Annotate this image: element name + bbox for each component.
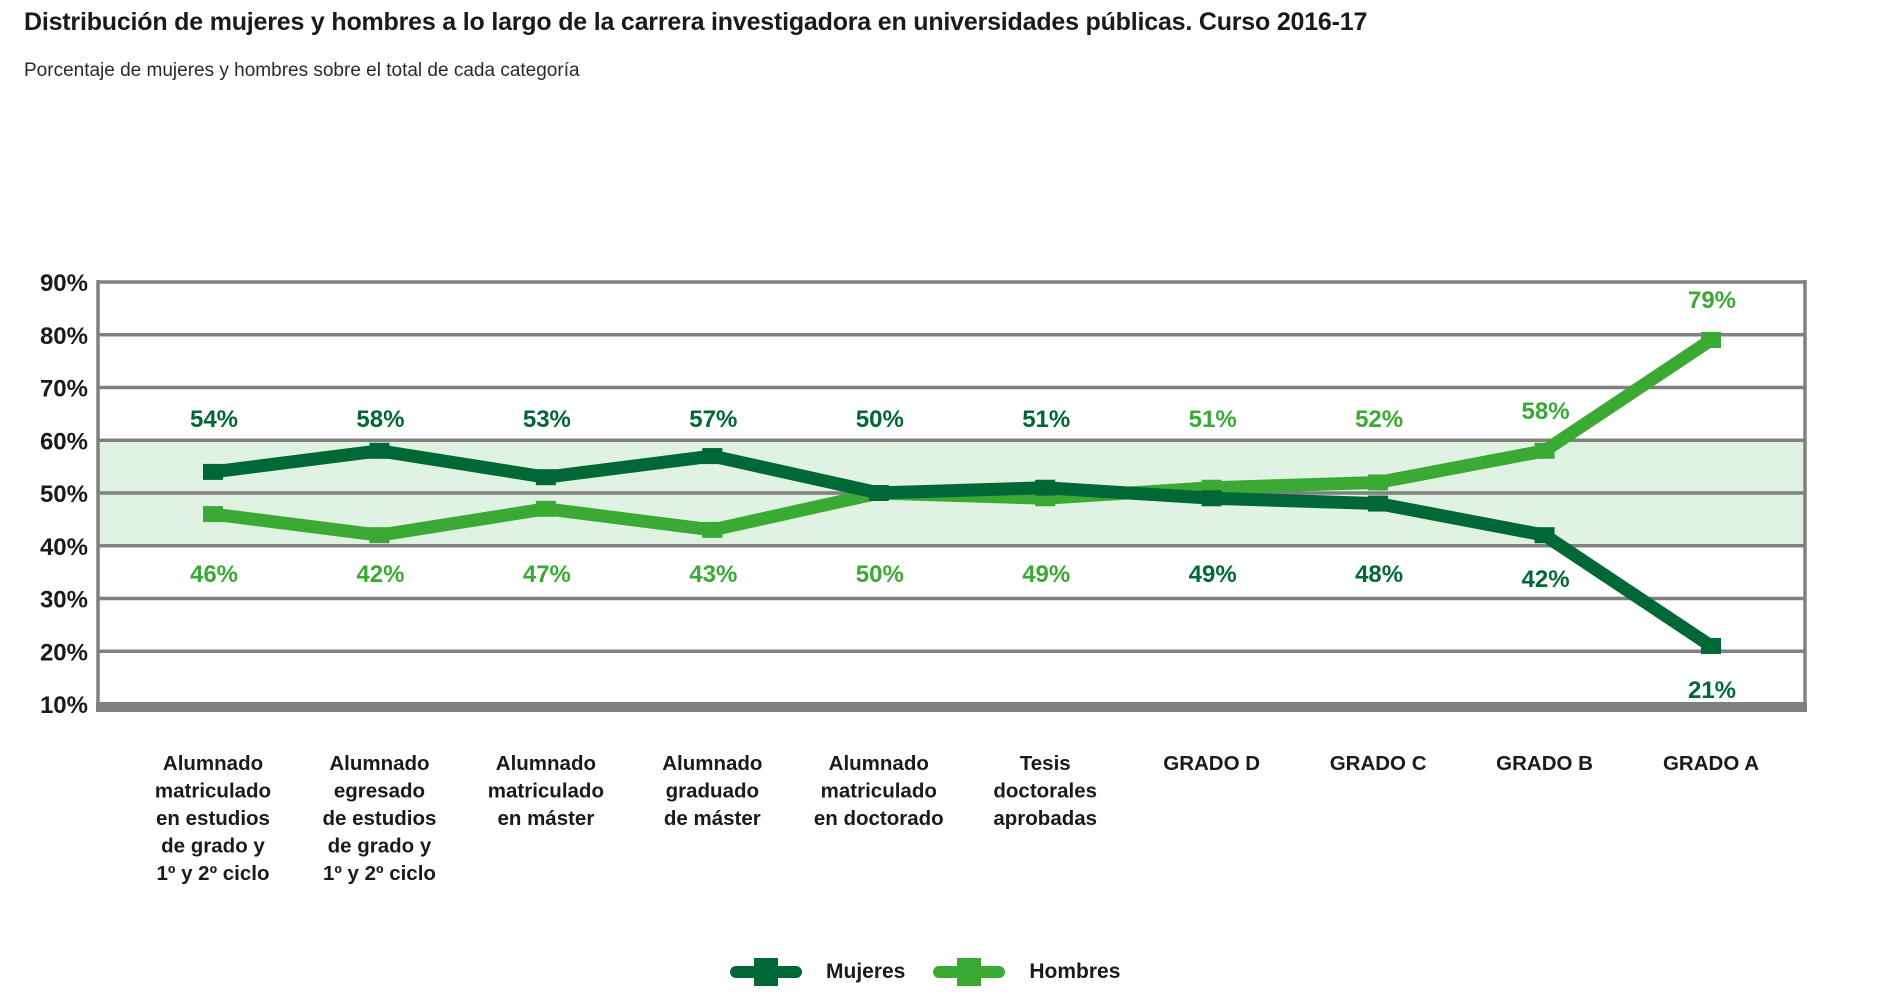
x-tick-label-line: Alumnado [829,752,929,775]
y-tick-label: 70% [40,376,88,403]
data-label-mujeres: 42% [1522,566,1570,593]
data-point-mujeres [702,448,723,465]
data-label-hombres: 49% [1022,561,1070,588]
x-tick-label: Alumnado matriculado en estudios de grado y… [155,752,271,885]
x-tick-label-line: graduado [666,780,759,803]
series-line-mujeres [212,444,1715,652]
data-label-mujeres: 51% [1022,406,1070,433]
data-label-hombres: 42% [356,561,404,588]
y-tick-label: 90% [40,270,88,297]
data-label-hombres: 51% [1189,406,1237,433]
legend-item-mujeres[interactable]: Mujeres [730,958,905,986]
y-tick-label: 50% [40,481,88,508]
data-label-hombres: 46% [190,561,238,588]
legend-swatch-marker [957,958,982,986]
data-point-mujeres [203,463,223,480]
x-tick-label-line: de máster [664,807,761,830]
x-tick-label-line: Tesis [1020,752,1071,775]
legend-label-hombres: Hombres [1029,960,1121,983]
y-tick-label: 30% [40,587,88,614]
data-point-hombres [203,506,223,523]
data-label-mujeres: 57% [689,406,737,433]
legend-item-hombres[interactable]: Hombres [933,958,1120,986]
x-tick-label-line: Alumnado [496,752,596,775]
data-label-hombres: 79% [1688,287,1736,314]
x-tick-label-line: 1º y 2º ciclo [323,862,436,885]
data-point-hombres [1701,332,1721,349]
data-label-mujeres: 54% [190,406,238,433]
data-point-mujeres [1368,495,1389,512]
data-label-mujeres: 21% [1688,677,1736,704]
y-tick-label: 20% [40,639,88,666]
data-point-hombres [1368,474,1389,491]
x-tick-label-line: matriculado [155,780,271,803]
data-point-mujeres [1701,637,1721,654]
x-tick-label: Alumnado graduado de máster [662,752,762,830]
data-point-hombres [1534,442,1555,459]
data-point-mujeres [1201,490,1222,507]
legend-swatch-marker [754,958,778,986]
x-tick-label-line: matriculado [821,780,937,803]
data-label-mujeres: 50% [856,406,904,433]
x-axis-line [96,702,1807,712]
x-tick-label-line: de estudios [322,807,436,830]
x-tick-label-line: GRADO C [1330,752,1427,775]
x-tick-label: GRADO D [1163,752,1260,775]
x-tick-label-line: doctorales [993,780,1097,803]
x-tick-label: GRADO B [1496,752,1593,775]
data-point-mujeres [1534,527,1555,544]
data-label-hombres: 50% [856,561,904,588]
data-point-hombres [535,500,556,517]
x-tick-label-line: Alumnado [329,752,429,775]
data-label-hombres: 52% [1355,406,1403,433]
x-tick-label-line: aprobadas [993,807,1097,830]
x-tick-label-line: 1º y 2º ciclo [157,862,270,885]
x-tick-label-line: GRADO A [1663,752,1759,775]
x-tick-label-line: en máster [497,807,594,830]
data-label-mujeres: 48% [1355,561,1403,588]
data-point-mujeres [868,485,889,501]
x-tick-label-line: GRADO B [1496,752,1593,775]
x-tick-label-line: matriculado [488,780,604,803]
legend-label-mujeres: Mujeres [826,960,906,983]
data-label-mujeres: 49% [1189,561,1237,588]
data-point-hombres [369,527,390,544]
y-tick-label: 60% [40,428,88,455]
data-label-hombres: 43% [689,561,737,588]
chart-subtitle: Porcentaje de mujeres y hombres sobre el… [24,60,580,81]
data-point-mujeres [535,469,556,486]
x-tick-label: Alumnado matriculado en doctorado [814,752,944,830]
x-tick-label-line: de grado y [161,835,265,858]
x-tick-label-line: de grado y [328,835,432,858]
x-tick-label: GRADO C [1330,752,1427,775]
legend-swatch-mujeres-icon [730,958,802,986]
y-tick-label: 80% [40,323,88,350]
x-tick-label-line: Alumnado [163,752,263,775]
data-point-mujeres [1035,479,1056,496]
data-label-hombres: 58% [1522,398,1570,425]
legend-swatch-hombres-icon [933,958,1006,986]
x-tick-label: Tesis doctorales aprobadas [993,752,1097,830]
data-point-hombres [702,521,723,538]
legend: Mujeres Hombres [730,958,1148,986]
x-tick-label-line: GRADO D [1163,752,1260,775]
x-tick-label: GRADO A [1663,752,1759,775]
line-chart: 90% 80% 70% 60% 50% 40% 30% 20% 10% 54% 58% 53% 57% 5… [40,270,1807,885]
x-tick-label-line: en estudios [156,807,270,830]
x-tick-label-line: en doctorado [814,807,944,830]
data-label-hombres: 47% [523,561,571,588]
x-tick-label-line: egresado [334,780,425,803]
x-tick-label-line: Alumnado [662,752,762,775]
chart-title: Distribución de mujeres y hombres a lo l… [24,8,1368,36]
x-tick-label: Alumnado matriculado en máster [488,752,604,830]
y-tick-label: 10% [40,692,88,719]
data-label-mujeres: 53% [523,406,571,433]
data-point-mujeres [369,442,390,459]
x-tick-label: Alumnado egresado de estudios de grado y 1º … [322,752,436,885]
data-label-mujeres: 58% [356,406,404,433]
y-tick-label: 40% [40,534,88,561]
